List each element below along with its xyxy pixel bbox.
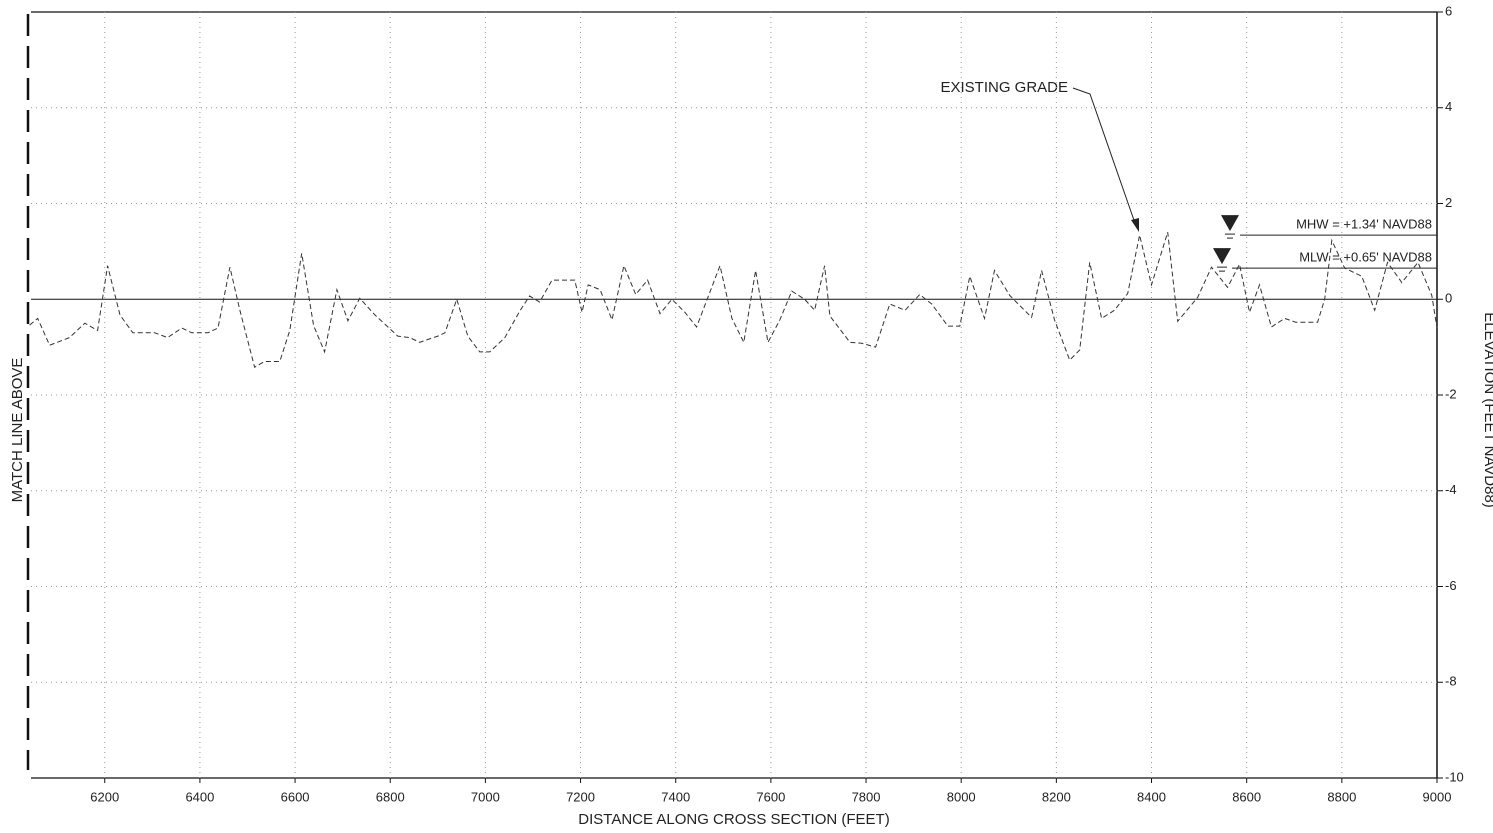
arrow-head <box>1131 218 1139 232</box>
x-tick-label: 9000 <box>1423 789 1452 804</box>
x-tick-label: 7600 <box>756 789 785 804</box>
y-tick-label: -8 <box>1445 674 1457 689</box>
x-tick-label: 6600 <box>281 789 310 804</box>
x-tick-label: 8600 <box>1232 789 1261 804</box>
annotation: EXISTING GRADE <box>940 79 1068 96</box>
x-tick-label: 8800 <box>1327 789 1356 804</box>
water-marker <box>1213 248 1231 265</box>
y-tick-label: -4 <box>1445 482 1457 497</box>
x-tick-label: 6400 <box>185 789 214 804</box>
water-marker <box>1221 215 1239 232</box>
side-label: MATCH LINE ABOVE <box>9 358 26 503</box>
y-tick-label: 0 <box>1445 291 1452 306</box>
x-tick-label: 7200 <box>566 789 595 804</box>
x-tick-label: 6200 <box>90 789 119 804</box>
x-tick-label: 7800 <box>852 789 881 804</box>
y-tick-label: -2 <box>1445 386 1457 401</box>
grade-line <box>29 232 1438 368</box>
annotation-arrow <box>1072 87 1137 227</box>
y-tick-label: 2 <box>1445 195 1452 210</box>
x-tick-label: 7400 <box>661 789 690 804</box>
water-level-label: MLW = +0.65' NAVD88 <box>1299 250 1432 265</box>
x-tick-label: 8200 <box>1042 789 1071 804</box>
y-tick-label: 6 <box>1445 3 1452 18</box>
y-tick-label: -10 <box>1445 769 1464 784</box>
water-level-label: MHW = +1.34' NAVD88 <box>1296 217 1432 232</box>
x-tick-label: 6800 <box>376 789 405 804</box>
x-tick-label: 8400 <box>1137 789 1166 804</box>
x-axis-label: DISTANCE ALONG CROSS SECTION (FEET) <box>578 811 889 828</box>
y-tick-label: -6 <box>1445 578 1457 593</box>
x-tick-label: 8000 <box>947 789 976 804</box>
x-tick-label: 7000 <box>471 789 500 804</box>
y-tick-label: 4 <box>1445 99 1452 114</box>
y-axis-label: ELEVATION (FEET NAVD88) <box>1481 312 1493 508</box>
